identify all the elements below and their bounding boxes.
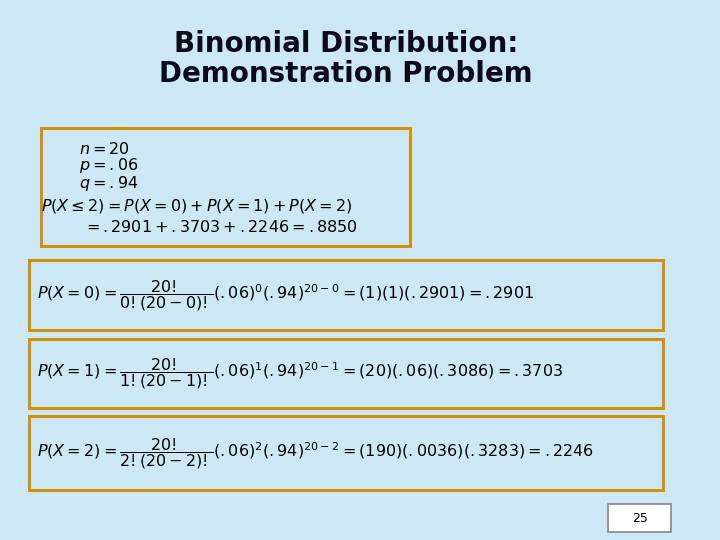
FancyBboxPatch shape xyxy=(41,127,410,246)
Text: 25: 25 xyxy=(631,512,647,525)
FancyBboxPatch shape xyxy=(29,416,663,490)
FancyBboxPatch shape xyxy=(29,260,663,330)
Text: Binomial Distribution:: Binomial Distribution: xyxy=(174,30,518,58)
Text: $q = .94$: $q = .94$ xyxy=(78,174,138,193)
Text: $P(X = 1) = \dfrac{20!}{1!(20-1)!}(.06)^{1}(.94)^{20-1} = (20)(.06)(.3086) = .37: $P(X = 1) = \dfrac{20!}{1!(20-1)!}(.06)^… xyxy=(37,356,563,391)
Text: $= .2901 + .3703 + .2246 = .8850$: $= .2901 + .3703 + .2246 = .8850$ xyxy=(83,219,358,235)
FancyBboxPatch shape xyxy=(608,504,671,532)
Text: $P(X \leq 2) = P(X = 0) + P(X = 1) + P(X = 2)$: $P(X \leq 2) = P(X = 0) + P(X = 1) + P(X… xyxy=(41,197,353,214)
Text: $P(X = 0) = \dfrac{20!}{0!(20-0)!}(.06)^{0}(.94)^{20-0} = (1)(1)(.2901) = .2901$: $P(X = 0) = \dfrac{20!}{0!(20-0)!}(.06)^… xyxy=(37,278,534,313)
Text: $n = 20$: $n = 20$ xyxy=(78,140,130,157)
FancyBboxPatch shape xyxy=(29,339,663,408)
Text: $p = .06$: $p = .06$ xyxy=(78,156,138,176)
Text: $P(X = 2) = \dfrac{20!}{2!(20-2)!}(.06)^{2}(.94)^{20-2} = (190)(.0036)(.3283) = : $P(X = 2) = \dfrac{20!}{2!(20-2)!}(.06)^… xyxy=(37,436,594,471)
Text: Demonstration Problem: Demonstration Problem xyxy=(159,60,533,88)
